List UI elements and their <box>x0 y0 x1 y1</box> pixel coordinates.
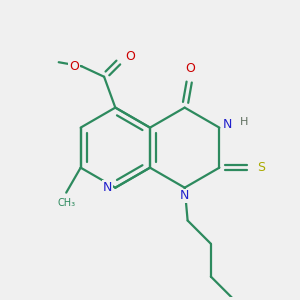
Text: O: O <box>69 60 79 73</box>
Text: N: N <box>223 118 232 131</box>
Text: H: H <box>240 117 248 127</box>
Text: N: N <box>103 181 112 194</box>
Text: O: O <box>185 62 195 75</box>
Text: O: O <box>125 50 135 63</box>
Text: N: N <box>180 189 189 203</box>
Text: CH₃: CH₃ <box>57 198 75 208</box>
Text: S: S <box>258 161 266 174</box>
